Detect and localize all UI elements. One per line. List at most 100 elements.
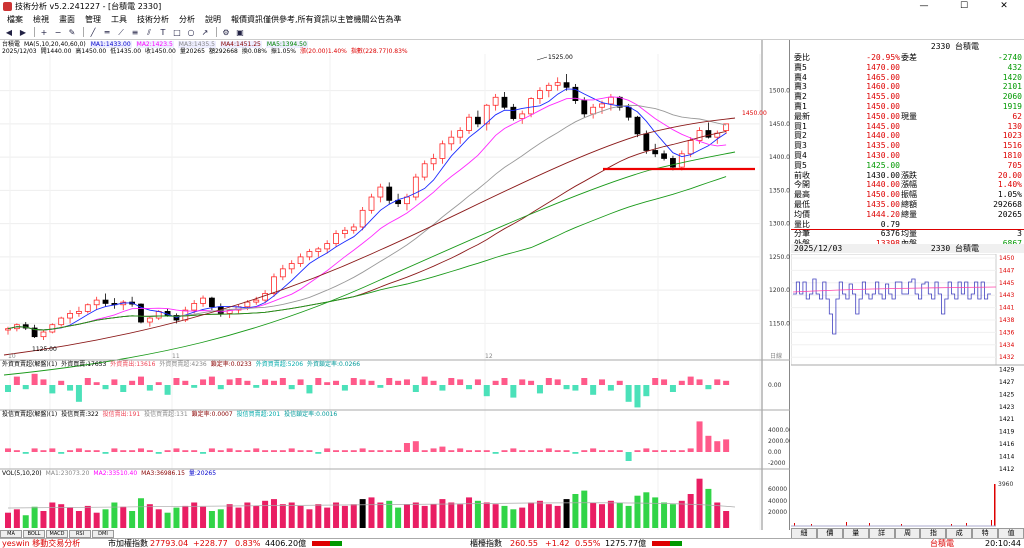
- status-index-value: 27793.04: [150, 539, 189, 548]
- menu-help[interactable]: 說明: [205, 14, 221, 24]
- foreign-bar: [5, 385, 11, 392]
- dealer-bar: [430, 448, 437, 452]
- close-button[interactable]: ✕: [1000, 1, 1008, 11]
- foreign-bar: [129, 380, 136, 385]
- foreign-bar: [111, 379, 118, 385]
- candle: [67, 312, 73, 319]
- dealer-bar: [111, 448, 118, 452]
- volume-bar: [386, 500, 393, 528]
- menu-view[interactable]: 檢視: [33, 14, 49, 24]
- foreign-bar: [341, 385, 348, 391]
- volume-bar: [67, 507, 74, 528]
- line-tool-icon[interactable]: ╱: [90, 27, 96, 37]
- volume-bar: [111, 502, 118, 528]
- volume-bar: [84, 505, 91, 528]
- arrow-icon[interactable]: ↗: [201, 27, 209, 37]
- dealer-bar: [368, 450, 375, 452]
- volume-bar: [669, 504, 676, 528]
- volume-bar: [581, 490, 588, 528]
- price-axis-label: 1500.00: [769, 88, 790, 95]
- quote-row: 今開 1440.00 漲幅 1.40%: [794, 180, 1022, 190]
- candle: [545, 84, 552, 92]
- volume-bar: [457, 504, 464, 528]
- back-icon[interactable]: ◀: [5, 27, 13, 37]
- tick-vol-bar: [966, 523, 967, 526]
- menu-file[interactable]: 檔案: [7, 14, 23, 24]
- candle: [501, 96, 508, 108]
- foreign-bar: [306, 385, 313, 394]
- status-otc-change: +1.42: [545, 539, 570, 548]
- tab-dmi[interactable]: DMI: [92, 530, 114, 538]
- tick-axis-label: 1441: [999, 305, 1014, 312]
- candle: [687, 140, 694, 155]
- tick-chart[interactable]: 1450 1447 1445 1443 1441 1438 1436 1434 1432 1429…: [791, 254, 1024, 530]
- tick-axis-label: 1412: [999, 466, 1014, 473]
- volume-bar: [208, 511, 215, 528]
- menu-manage[interactable]: 管理: [85, 14, 101, 24]
- ma40-line: [7, 130, 727, 331]
- volume-bar: [554, 505, 561, 528]
- price-header-line2: 2025/12/03 開1440.00 高1450.00 低1435.00 收1450.…: [2, 48, 408, 55]
- foreign-bar: [75, 385, 82, 402]
- dealer-bar: [93, 450, 100, 452]
- candle: [22, 324, 29, 329]
- dealer-bar: [306, 450, 313, 452]
- zoom-in-icon[interactable]: +: [40, 27, 48, 37]
- tab-rsi[interactable]: RSI: [69, 530, 91, 538]
- quote-row: 買5 1425.00 705: [794, 160, 1022, 170]
- candle: [350, 226, 357, 231]
- status-index-change: +228.77: [193, 539, 228, 548]
- text-icon[interactable]: T: [160, 27, 166, 37]
- tab-ma[interactable]: MA: [0, 530, 22, 538]
- volume-bar: [75, 511, 82, 528]
- price-chart[interactable]: 1500.00 1450.00 1400.00 1350.00 1300.00 1250.…: [0, 40, 790, 530]
- menu-analysis[interactable]: 分析: [179, 14, 195, 24]
- candle: [279, 268, 286, 278]
- foreign-bar: [572, 385, 579, 391]
- tick-avg-line: [792, 286, 997, 293]
- menu-tools[interactable]: 工具: [111, 14, 127, 24]
- foreign-bar: [563, 385, 570, 390]
- tick-axis-label: 1450: [999, 255, 1014, 262]
- price-axis-label: 1150.00: [769, 320, 790, 327]
- candle: [324, 243, 331, 250]
- foreign-bar: [528, 380, 535, 385]
- volume-bar: [705, 488, 712, 528]
- dealer-bar: [315, 452, 322, 454]
- quote-date-row: 2025/12/03 2330 台積電: [791, 244, 1024, 253]
- volume-bar: [696, 478, 703, 528]
- foreign-bar: [164, 385, 171, 395]
- menu-screen[interactable]: 畫面: [59, 14, 75, 24]
- tick-axis-label: 1421: [999, 416, 1014, 423]
- forward-icon[interactable]: ▶: [19, 27, 27, 37]
- pen-icon[interactable]: ✎: [68, 27, 76, 37]
- candle: [138, 303, 144, 323]
- chart-area[interactable]: 台積電 MA(5,10,20,40,60,0) MA1:1433.00 MA2:142…: [0, 40, 790, 530]
- channel-icon[interactable]: ⫽: [147, 27, 151, 37]
- rect-icon[interactable]: □: [173, 27, 181, 37]
- circle-icon[interactable]: ○: [187, 27, 195, 37]
- minimize-button[interactable]: —: [919, 1, 929, 11]
- status-bar: yeswin 移動交易分析 市加權指數 27793.04 +228.77 0.8…: [0, 538, 1024, 548]
- status-otc-bar: [652, 539, 682, 548]
- quote-row: 最新 1450.00 現量 62: [794, 111, 1022, 121]
- tab-boll[interactable]: BOLL: [23, 530, 45, 538]
- candle: [696, 130, 703, 141]
- zoom-out-icon[interactable]: −: [54, 27, 62, 37]
- menu-tech[interactable]: 技術分析: [137, 14, 169, 24]
- foreign-bar: [191, 385, 198, 388]
- candle: [590, 106, 597, 115]
- settings-icon[interactable]: ⚙: [222, 27, 230, 37]
- title-bar: 技術分析 v5.2.241227 - [台積電 2330] — ☐ ✕: [0, 0, 1024, 13]
- fib-icon[interactable]: ≡: [131, 27, 139, 37]
- volume-bar: [545, 504, 552, 528]
- hline-icon[interactable]: ═: [104, 27, 110, 37]
- save-icon[interactable]: ▣: [236, 27, 244, 37]
- ma5-line: [7, 88, 727, 331]
- ray-icon[interactable]: ⟋: [118, 27, 124, 37]
- maximize-button[interactable]: ☐: [959, 1, 969, 11]
- tab-macd[interactable]: MACD: [46, 530, 68, 538]
- status-otc-amount: 1275.77億: [605, 539, 647, 548]
- foreign-bar: [58, 380, 65, 385]
- tick-vol-bar: [794, 523, 795, 526]
